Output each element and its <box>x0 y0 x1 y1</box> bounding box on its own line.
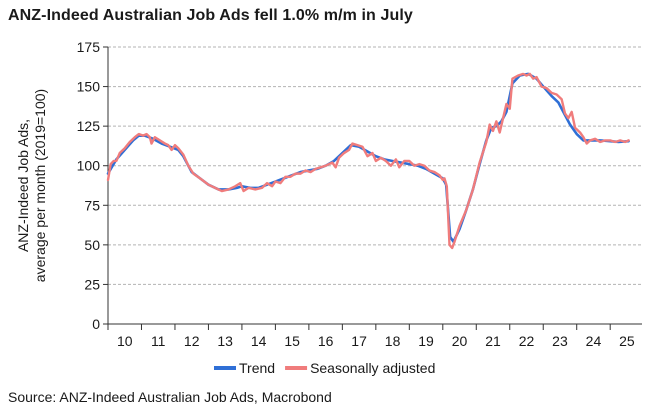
x-tick-label: 21 <box>485 333 501 349</box>
y-tick-label: 175 <box>77 39 101 55</box>
legend-label: Seasonally adjusted <box>310 360 435 376</box>
x-tick-label: 16 <box>318 333 334 349</box>
x-tick-label: 22 <box>519 333 535 349</box>
x-tick-label: 20 <box>452 333 468 349</box>
y-tick-label: 0 <box>92 316 100 332</box>
y-axis-label-line: ANZ-Indeed Job Ads, <box>15 119 31 252</box>
legend: Trend Seasonally adjusted <box>214 360 435 376</box>
y-tick-label: 75 <box>84 197 100 213</box>
x-tick-label: 11 <box>151 333 166 349</box>
x-tick-label: 23 <box>552 333 568 349</box>
y-tick-labels: 0 25 50 75 100 125 150 175 <box>77 39 101 332</box>
y-tick-label: 150 <box>77 79 101 95</box>
y-tick-label: 125 <box>77 118 101 134</box>
axes <box>103 46 642 330</box>
x-tick-label: 17 <box>351 333 367 349</box>
x-tick-label: 14 <box>251 333 267 349</box>
legend-label: Trend <box>239 360 275 376</box>
series-line-trend <box>106 72 630 243</box>
x-tick-label: 18 <box>385 333 401 349</box>
y-axis-label-line: average per month (2019=100) <box>32 89 48 282</box>
x-tick-label: 19 <box>418 333 434 349</box>
x-tick-label: 10 <box>117 333 133 349</box>
x-tick-label: 25 <box>619 333 635 349</box>
chart-title: ANZ-Indeed Australian Job Ads fell 1.0% … <box>8 7 413 24</box>
chart-source: Source: ANZ-Indeed Australian Job Ads, M… <box>8 389 332 405</box>
x-tick-label: 24 <box>586 333 602 349</box>
x-tick-labels: 10 11 12 13 14 15 16 17 18 19 20 21 22 23 24 25 <box>117 333 635 349</box>
series-line-seasonally-adjusted <box>106 72 630 250</box>
x-tick-label: 15 <box>284 333 300 349</box>
series-lines <box>106 72 630 250</box>
x-tick-label: 13 <box>217 333 233 349</box>
y-tick-label: 25 <box>84 276 100 292</box>
x-tick-label: 12 <box>184 333 200 349</box>
y-axis-label: ANZ-Indeed Job Ads, average per month (20… <box>15 89 48 282</box>
y-tick-label: 50 <box>84 237 100 253</box>
grid-lines <box>108 46 642 285</box>
y-tick-label: 100 <box>77 158 101 174</box>
